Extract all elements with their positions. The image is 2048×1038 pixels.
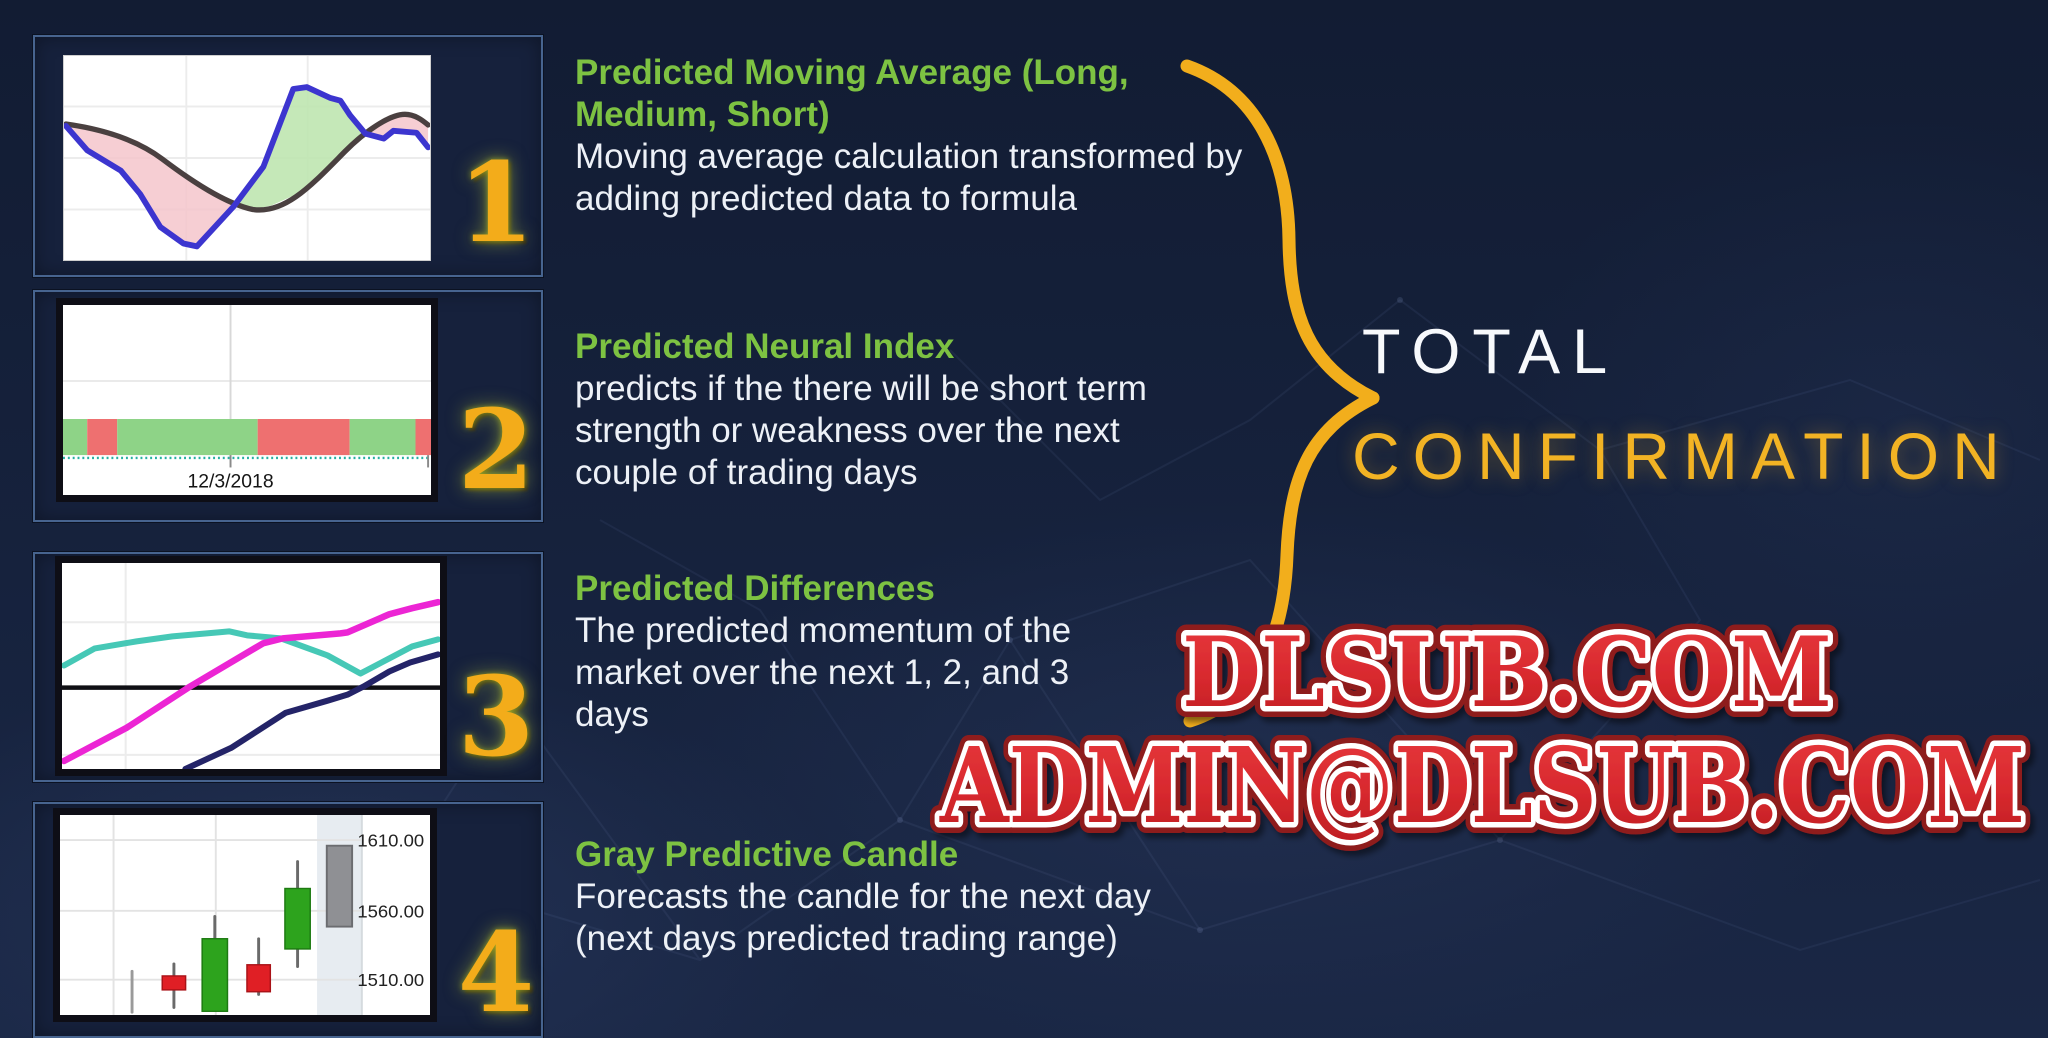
step-number-2: 2 — [457, 385, 535, 514]
gray-predictive-candle — [325, 844, 354, 928]
total-confirmation-line1: TOTAL — [1362, 317, 1620, 387]
mesh-lines — [149, 299, 2041, 981]
chart-thumbnail-predicted-differences — [55, 556, 447, 776]
chart-thumbnail-neural-index: 12/3/2018 — [56, 298, 438, 502]
difference-line-navy — [182, 651, 440, 769]
slow-ma-line — [64, 111, 430, 213]
total-confirmation-line2: CONFIRMATION — [1352, 419, 2013, 493]
item-3-heading: Predicted Differences — [575, 569, 935, 608]
item-1-text-block: Predicted Moving Average (Long, Medium, … — [575, 52, 1275, 220]
item-1-heading: Predicted Moving Average (Long, Medium, … — [575, 53, 1129, 134]
chart-thumbnail-predictive-candle: 1610.00 1560.00 1510.00 — [53, 808, 437, 1022]
date-axis-label: 12/3/2018 — [187, 472, 273, 493]
item-4-heading: Gray Predictive Candle — [575, 835, 959, 874]
step-number-1: 1 — [457, 138, 535, 267]
predicted-ma-line — [64, 84, 430, 250]
item-4-body: Forecasts the candle for the next day (n… — [575, 877, 1151, 958]
difference-line-teal — [62, 628, 440, 677]
neural-index-band — [63, 419, 431, 456]
price-axis: 1610.00 1560.00 1510.00 — [357, 831, 424, 990]
item-4-text-block: Gray Predictive Candle Forecasts the can… — [575, 834, 1235, 960]
bullish-fill — [233, 87, 366, 210]
item-3-text-block: Predicted Differences The predicted mome… — [575, 568, 1120, 736]
step-number-4: 4 — [457, 908, 535, 1037]
chart-thumbnail-moving-average — [63, 55, 431, 261]
item-3-body: The predicted momentum of the market ove… — [575, 611, 1072, 734]
price-label: 1510.00 — [357, 971, 424, 991]
difference-line-magenta — [62, 598, 440, 765]
item-1-body: Moving average calculation transformed b… — [575, 137, 1243, 218]
item-2-heading: Predicted Neural Index — [575, 327, 955, 366]
step-number-3: 3 — [457, 652, 535, 781]
item-2-body: predicts if the there will be short term… — [575, 369, 1147, 492]
bearish-fill-left — [65, 124, 234, 247]
price-label: 1610.00 — [357, 831, 424, 851]
item-2-text-block: Predicted Neural Index predicts if the t… — [575, 326, 1155, 494]
candles — [130, 844, 354, 1014]
price-label: 1560.00 — [357, 902, 424, 922]
